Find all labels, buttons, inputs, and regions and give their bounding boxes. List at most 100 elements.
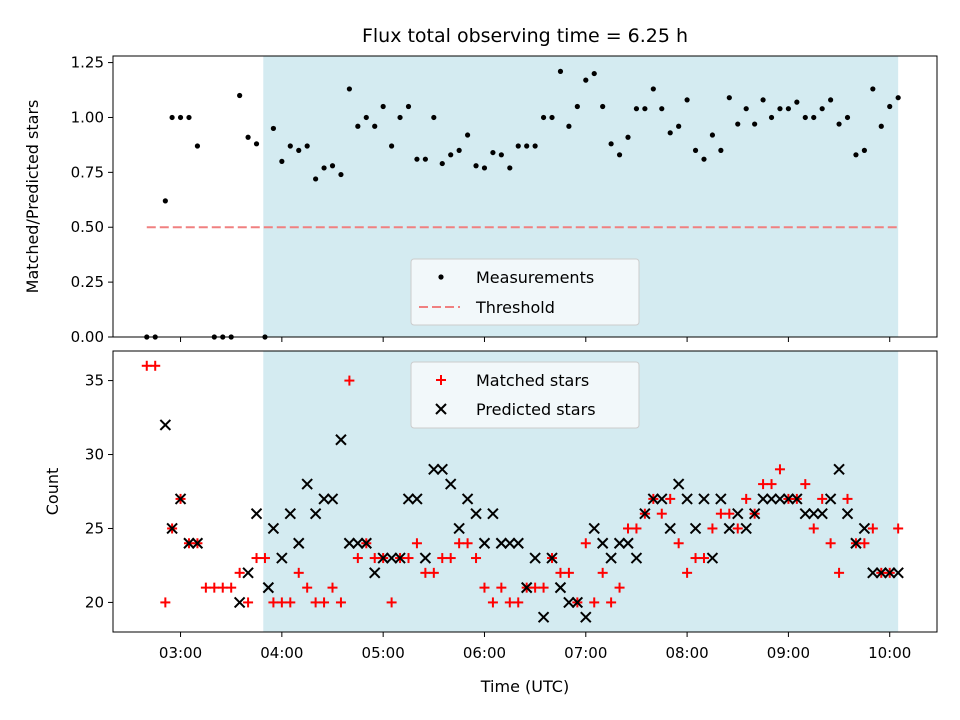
top-y-tick-label-3: 0.75 — [71, 163, 104, 181]
matched-star-point — [758, 479, 769, 490]
matched-star-point — [766, 479, 777, 490]
predicted-star-point-stroke — [647, 493, 660, 505]
predicted-star-point — [504, 537, 516, 549]
matched-star-point — [226, 582, 237, 593]
predicted-star-point — [377, 552, 389, 564]
predicted-star-point — [309, 507, 322, 520]
x-tick-label-0: 03:00 — [159, 644, 202, 662]
predicted-star-point — [630, 552, 643, 564]
matched-star-point — [800, 479, 811, 490]
legend-cross — [435, 403, 447, 415]
predicted-star-point — [352, 537, 364, 549]
measurement-point — [768, 114, 775, 121]
predicted-star-point-stroke — [520, 581, 533, 594]
measurement-point — [895, 95, 901, 101]
matched-star-point — [741, 493, 752, 504]
predicted-star-point-stroke — [799, 507, 812, 520]
predicted-star-point — [335, 434, 347, 446]
predicted-star-point — [563, 596, 575, 609]
measurement-point — [667, 130, 673, 136]
predicted-star-point-stroke — [875, 567, 887, 579]
bottom-y-tick-label-2: 30 — [85, 446, 104, 464]
measurement-point — [616, 152, 623, 158]
predicted-star-point — [799, 507, 812, 520]
predicted-star-point-stroke — [698, 493, 710, 505]
measurement-point — [659, 106, 665, 112]
measurement-point — [237, 92, 243, 99]
matched-star-point — [403, 553, 414, 564]
predicted-star-point — [470, 507, 482, 520]
matched-star-point — [732, 523, 743, 534]
measurement-point — [304, 143, 310, 149]
matched-star-point — [817, 493, 828, 504]
measurement-point — [321, 165, 327, 171]
matched-star-point — [234, 567, 245, 578]
predicted-star-point-stroke — [850, 537, 862, 549]
predicted-star-point — [892, 567, 904, 579]
measurement-point — [802, 114, 808, 121]
predicted-star-point — [622, 537, 634, 549]
predicted-star-point — [284, 507, 297, 520]
measurement-point — [633, 106, 640, 112]
matched-star-point — [141, 360, 152, 371]
predicted-star-point-stroke — [571, 596, 584, 609]
measurement-point — [709, 132, 716, 138]
predicted-star-point — [740, 522, 752, 535]
predicted-star-point-stroke — [537, 611, 550, 623]
x-axis-label: Time (UTC) — [480, 677, 569, 696]
predicted-star-point-stroke — [191, 537, 204, 549]
x-tick-label-2: 05:00 — [362, 644, 405, 662]
predicted-star-point-stroke — [622, 537, 634, 549]
predicted-star-point — [402, 493, 415, 505]
predicted-star-point-stroke — [884, 567, 896, 579]
predicted-star-point-stroke — [588, 522, 600, 535]
predicted-star-point — [706, 552, 719, 564]
matched-star-point — [369, 553, 380, 564]
predicted-star-point-stroke — [656, 493, 668, 505]
measurement-point — [414, 156, 420, 162]
measurement-point — [752, 121, 758, 127]
matched-star-point — [285, 597, 296, 608]
matched-star-point — [344, 375, 355, 386]
measurement-point — [861, 147, 867, 153]
predicted-star-point-stroke — [360, 537, 372, 549]
predicted-star-point-stroke — [765, 493, 778, 505]
predicted-star-point — [546, 552, 558, 564]
predicted-star-point — [656, 493, 668, 505]
predicted-star-point-stroke — [580, 611, 592, 623]
predicted-star-point — [554, 581, 567, 594]
predicted-star-point-stroke — [782, 493, 795, 505]
measurement-point — [177, 114, 184, 121]
top-plot-frame — [112, 55, 938, 338]
measurement-point — [794, 99, 800, 105]
measurement-point — [701, 156, 707, 162]
predicted-star-point-stroke — [833, 463, 845, 476]
predicted-star-point-stroke — [664, 522, 676, 535]
bottom-y-tick-label-3: 35 — [85, 372, 104, 390]
legend-label-threshold: Threshold — [475, 298, 555, 317]
predicted-star-point — [808, 507, 820, 520]
predicted-star-point — [487, 507, 499, 520]
predicted-star-point — [478, 537, 491, 549]
matched-star-point — [538, 582, 549, 593]
predicted-star-point-stroke — [689, 522, 702, 535]
measurement-point — [481, 165, 488, 171]
measurement-point — [355, 123, 361, 129]
predicted-star-point — [529, 552, 541, 564]
measurement-point — [540, 114, 547, 121]
predicted-star-point — [580, 611, 592, 623]
measurement-point — [625, 134, 631, 140]
matched-star-point — [623, 523, 633, 534]
measurement-point — [718, 147, 724, 153]
measurement-point — [431, 114, 437, 121]
measurement-point — [532, 143, 538, 149]
predicted-star-point — [301, 478, 313, 490]
bottom-legend-box — [410, 361, 640, 429]
predicted-star-point — [191, 537, 204, 549]
measurement-point — [439, 160, 445, 167]
predicted-star-point-stroke — [512, 537, 524, 549]
measurement-point — [844, 114, 851, 121]
predicted-star-point — [816, 507, 828, 520]
predicted-star-point — [267, 522, 280, 535]
measurement-point — [186, 114, 192, 121]
